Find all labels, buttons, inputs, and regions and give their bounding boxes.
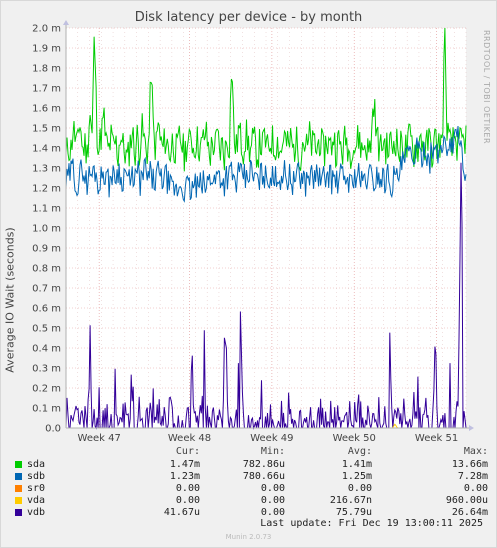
legend-name: sda [27, 459, 46, 470]
legend-name: sdb [27, 471, 46, 482]
legend-row-vdb: vdb 41.67u 0.00 75.79u 26.64m [0, 507, 497, 519]
last-update: Last update: Fri Dec 19 13:00:11 2025 [260, 518, 483, 529]
legend-max: 26.64m [451, 507, 488, 518]
legend-swatch [15, 485, 22, 492]
x-tick-label: Week 47 [78, 433, 121, 444]
y-tick-label: 0.9 m [32, 244, 61, 255]
y-tick-label: 0.1 m [32, 404, 61, 415]
chart-title: Disk latency per device - by month [134, 10, 363, 25]
legend-row-vda: vda 0.00 0.00 216.67n 960.00u [0, 495, 497, 507]
series-line-vdb [65, 162, 467, 430]
y-tick-label: 0.2 m [32, 384, 61, 395]
legend-avg: 0.00 [347, 483, 372, 494]
legend-min: 0.00 [260, 483, 285, 494]
y-tick-label: 1.3 m [32, 164, 61, 175]
y-tick-label: 1.7 m [32, 84, 61, 95]
x-tick-label: Week 50 [333, 433, 376, 444]
munin-version: Munin 2.0.73 [225, 533, 272, 541]
legend-header-cell: Min: [260, 446, 285, 457]
legend-swatch [15, 473, 22, 480]
legend-name: sr0 [27, 483, 46, 494]
legend-max: 960.00u [445, 495, 488, 506]
y-tick-label: 1.9 m [32, 44, 61, 55]
legend-max: 7.28m [457, 471, 488, 482]
legend-max: 0.00 [463, 483, 488, 494]
legend-cur: 1.47m [169, 459, 200, 470]
legend-min: 0.00 [260, 495, 285, 506]
y-tick-label: 1.1 m [32, 204, 61, 215]
legend-swatch [15, 461, 22, 468]
legend-header: Cur: Min: Avg: Max: [0, 446, 497, 458]
x-axis-arrow [469, 425, 474, 431]
legend-cur: 41.67u [163, 507, 200, 518]
y-tick-label: 0.4 m [32, 344, 61, 355]
legend-row-sdb: sdb 1.23m 780.66u 1.25m 7.28m [0, 471, 497, 483]
series-line-sda [65, 27, 467, 172]
x-tick-label: Week 51 [415, 433, 458, 444]
y-axis-arrow [63, 20, 69, 25]
legend-name: vdb [27, 507, 46, 518]
series-line-sdb [65, 125, 467, 203]
y-tick-label: 0.3 m [32, 364, 61, 375]
legend-row-sr0: sr0 0.00 0.00 0.00 0.00 [0, 483, 497, 495]
legend-min: 782.86u [242, 459, 285, 470]
legend-avg: 75.79u [335, 507, 372, 518]
y-tick-label: 2.0 m [32, 24, 61, 35]
y-tick-label: 0.8 m [32, 264, 61, 275]
rrdtool-credit: RRDTOOL / TOBI OETIKER [482, 30, 491, 145]
legend-cur: 0.00 [175, 483, 200, 494]
legend-header-cell: Max: [463, 446, 488, 457]
legend-row-sda: sda 1.47m 782.86u 1.41m 13.66m [0, 459, 497, 471]
y-tick-label: 1.5 m [32, 124, 61, 135]
x-tick-label: Week 49 [250, 433, 293, 444]
y-tick-label: 0.5 m [32, 324, 61, 335]
chart-svg: 0.0 0.1 m 0.2 m 0.3 m 0.4 m 0.5 m 0.6 m 0.7 m 0.… [32, 20, 474, 444]
legend-avg: 216.67n [329, 495, 372, 506]
legend-cur: 1.23m [169, 471, 200, 482]
y-tick-label: 1.6 m [32, 104, 61, 115]
y-tick-label: 1.0 m [32, 224, 61, 235]
legend-avg: 1.41m [341, 459, 372, 470]
legend-max: 13.66m [451, 459, 488, 470]
legend-min: 0.00 [260, 507, 285, 518]
legend-cur: 0.00 [175, 495, 200, 506]
legend-swatch [15, 509, 22, 516]
legend-header-cell: Avg: [347, 446, 372, 457]
y-tick-label: 0.0 [45, 424, 61, 435]
legend-avg: 1.25m [341, 471, 372, 482]
y-tick-label: 0.7 m [32, 284, 61, 295]
legend-name: vda [27, 495, 46, 506]
legend-min: 780.66u [242, 471, 285, 482]
legend-header-cell: Cur: [175, 446, 200, 457]
y-tick-label: 1.8 m [32, 64, 61, 75]
y-tick-label: 1.2 m [32, 184, 61, 195]
y-tick-label: 1.4 m [32, 144, 61, 155]
y-tick-label: 0.6 m [32, 304, 61, 315]
x-tick-label: Week 48 [168, 433, 211, 444]
legend-swatch [15, 497, 22, 504]
